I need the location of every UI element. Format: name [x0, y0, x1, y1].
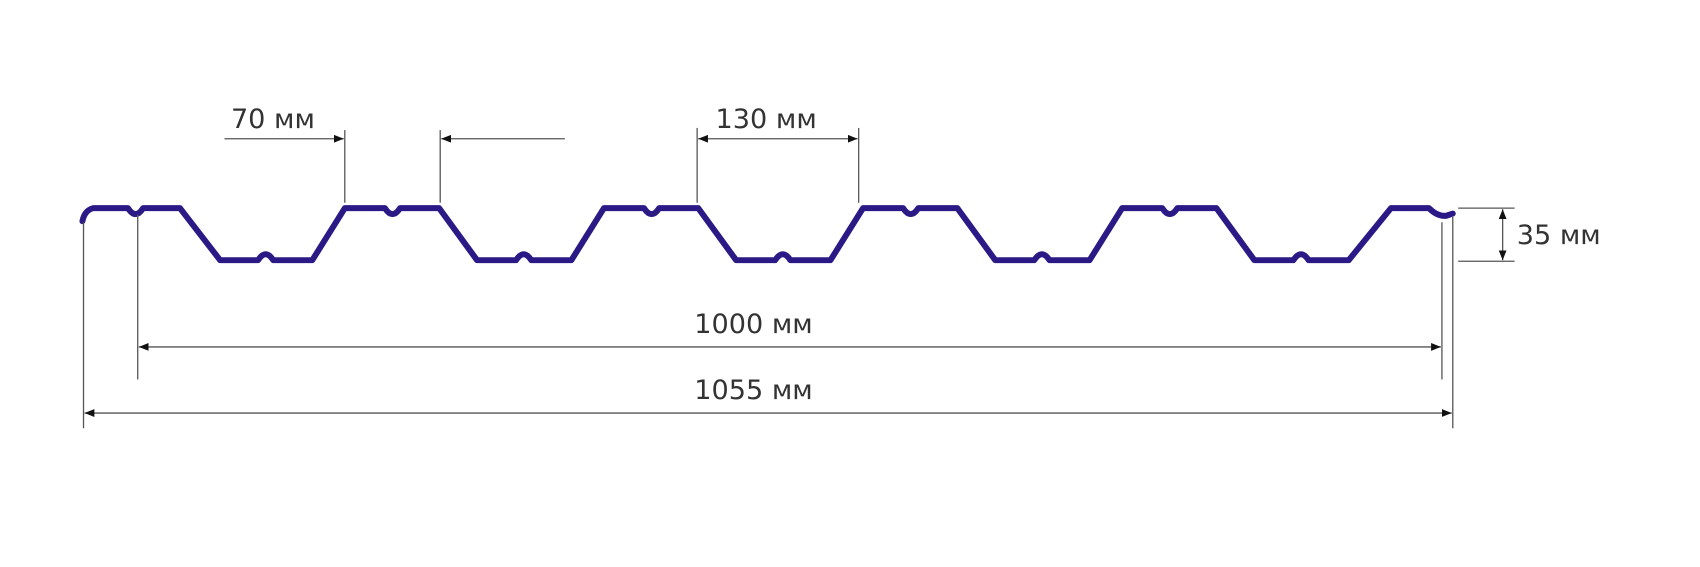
rib-pitch-label: 130 мм: [716, 104, 817, 135]
total-width-label: 1055 мм: [694, 375, 812, 406]
dimension-height: 35 мм: [1458, 207, 1601, 262]
dimension-total-width: 1055 мм: [82, 216, 1454, 429]
height-label: 35 мм: [1517, 220, 1601, 251]
dimension-crest-width: 70 мм: [224, 104, 565, 203]
crest-width-label: 70 мм: [231, 104, 315, 135]
dimension-rib-pitch: 130 мм: [696, 104, 860, 203]
dimension-useful-width: 1000 мм: [137, 214, 1443, 380]
sheet-profile: [79, 205, 1456, 264]
useful-width-label: 1000 мм: [694, 309, 812, 340]
